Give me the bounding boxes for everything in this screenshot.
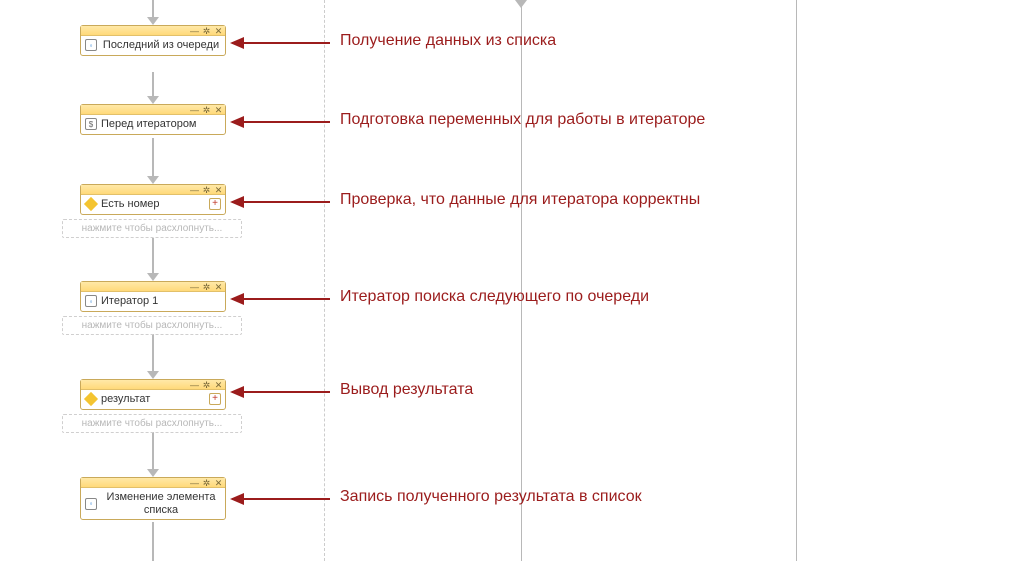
- node-label: Есть номер: [101, 198, 205, 211]
- flow-node[interactable]: —✲✕ ◦ Изменение элемента списка: [80, 477, 226, 520]
- node-title-bar[interactable]: —✲✕: [81, 185, 225, 195]
- annotation-text: Вывод результата: [340, 381, 473, 399]
- connector-arrowhead: [147, 96, 159, 104]
- guideline-arrowhead: [515, 0, 527, 8]
- node-label: Последний из очереди: [101, 39, 221, 52]
- node-label: Изменение элемента списка: [101, 491, 221, 516]
- gear-icon[interactable]: ✲: [202, 106, 211, 114]
- connector-arrowhead: [147, 371, 159, 379]
- node-title-bar[interactable]: —✲✕: [81, 282, 225, 292]
- connector-arrowhead: [147, 469, 159, 477]
- expand-button[interactable]: +: [209, 393, 221, 405]
- close-icon[interactable]: ✕: [214, 283, 223, 291]
- minimize-icon[interactable]: —: [190, 27, 199, 35]
- minimize-icon[interactable]: —: [190, 106, 199, 114]
- gear-icon[interactable]: ✲: [202, 186, 211, 194]
- expand-placeholder[interactable]: нажмите чтобы расхлопнуть...: [62, 219, 242, 238]
- node-title-bar[interactable]: —✲✕: [81, 105, 225, 115]
- node-body: ◦ Итератор 1: [81, 292, 225, 311]
- connector-arrowhead: [147, 17, 159, 25]
- annotation-text: Проверка, что данные для итератора корре…: [340, 191, 700, 209]
- node-body: ◦ Изменение элемента списка: [81, 488, 225, 519]
- connector-line: [152, 334, 154, 371]
- connector-line: [152, 522, 154, 561]
- expand-button[interactable]: +: [209, 198, 221, 210]
- gear-icon[interactable]: ✲: [202, 381, 211, 389]
- node-type-icon: $: [85, 118, 97, 130]
- gear-icon[interactable]: ✲: [202, 27, 211, 35]
- minimize-icon[interactable]: —: [190, 479, 199, 487]
- connector-line: [152, 432, 154, 469]
- minimize-icon[interactable]: —: [190, 186, 199, 194]
- node-type-icon: ◦: [85, 498, 97, 510]
- annotation-arrow: [232, 498, 330, 500]
- annotation-arrow: [232, 201, 330, 203]
- close-icon[interactable]: ✕: [214, 186, 223, 194]
- annotation-arrow: [232, 121, 330, 123]
- close-icon[interactable]: ✕: [214, 106, 223, 114]
- connector-arrowhead: [147, 273, 159, 281]
- annotation-arrow: [232, 42, 330, 44]
- node-body: $ Перед итератором: [81, 115, 225, 134]
- close-icon[interactable]: ✕: [214, 27, 223, 35]
- gear-icon[interactable]: ✲: [202, 479, 211, 487]
- close-icon[interactable]: ✕: [214, 381, 223, 389]
- node-title-bar[interactable]: —✲✕: [81, 380, 225, 390]
- node-type-icon: [85, 393, 97, 405]
- flow-node[interactable]: —✲✕ результат +: [80, 379, 226, 410]
- connector-line: [152, 0, 154, 17]
- guideline-solid-2: [796, 0, 797, 561]
- guideline-solid-1: [521, 0, 522, 561]
- connector-arrowhead: [147, 176, 159, 184]
- guideline-dashed: [324, 0, 325, 561]
- connector-line: [152, 138, 154, 176]
- flow-node[interactable]: —✲✕ ◦ Последний из очереди: [80, 25, 226, 56]
- annotation-arrow: [232, 391, 330, 393]
- flow-node[interactable]: —✲✕ Есть номер +: [80, 184, 226, 215]
- gear-icon[interactable]: ✲: [202, 283, 211, 291]
- close-icon[interactable]: ✕: [214, 479, 223, 487]
- node-label: результат: [101, 393, 205, 406]
- node-type-icon: [85, 198, 97, 210]
- connector-line: [152, 72, 154, 96]
- annotation-text: Получение данных из списка: [340, 32, 556, 50]
- minimize-icon[interactable]: —: [190, 283, 199, 291]
- minimize-icon[interactable]: —: [190, 381, 199, 389]
- node-type-icon: ◦: [85, 39, 97, 51]
- node-title-bar[interactable]: —✲✕: [81, 478, 225, 488]
- flow-node[interactable]: —✲✕ ◦ Итератор 1: [80, 281, 226, 312]
- node-body: результат +: [81, 390, 225, 409]
- node-body: ◦ Последний из очереди: [81, 36, 225, 55]
- annotation-text: Подготовка переменных для работы в итера…: [340, 111, 705, 129]
- node-title-bar[interactable]: —✲✕: [81, 26, 225, 36]
- annotation-text: Итератор поиска следующего по очереди: [340, 288, 649, 306]
- annotation-text: Запись полученного результата в список: [340, 488, 642, 506]
- node-type-icon: ◦: [85, 295, 97, 307]
- node-body: Есть номер +: [81, 195, 225, 214]
- annotation-arrow: [232, 298, 330, 300]
- connector-line: [152, 238, 154, 273]
- flow-node[interactable]: —✲✕ $ Перед итератором: [80, 104, 226, 135]
- expand-placeholder[interactable]: нажмите чтобы расхлопнуть...: [62, 316, 242, 335]
- expand-placeholder[interactable]: нажмите чтобы расхлопнуть...: [62, 414, 242, 433]
- node-label: Итератор 1: [101, 295, 221, 308]
- node-label: Перед итератором: [101, 118, 221, 131]
